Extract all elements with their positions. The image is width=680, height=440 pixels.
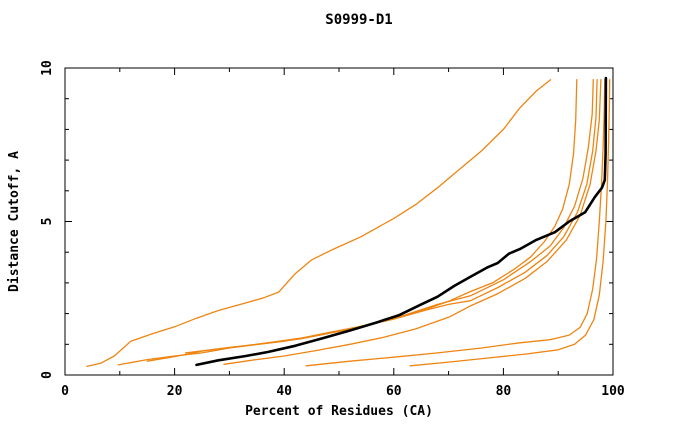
y-tick-label: 10 [40, 60, 55, 76]
series-line-orange-5 [223, 79, 602, 365]
axes-layer: 0 20 40 60 80 100 0 5 10 [40, 60, 625, 399]
x-tick-label: 0 [61, 384, 69, 399]
y-tick-label: 0 [40, 371, 55, 379]
x-tick-label: 20 [167, 384, 183, 399]
series-line-orange-6 [305, 79, 606, 367]
y-tick-label: 5 [40, 218, 55, 226]
series-line-orange-7 [409, 79, 611, 367]
series-line-orange-4 [184, 79, 598, 354]
x-axis-label: Percent of Residues (CA) [245, 404, 433, 419]
series-line-orange-1 [86, 79, 552, 368]
chart-title: S0999-D1 [325, 12, 392, 28]
x-tick-label: 60 [386, 384, 402, 399]
plot-border [64, 67, 614, 376]
x-tick-label: 40 [276, 384, 292, 399]
series-layer [86, 76, 611, 368]
x-tick-label: 100 [601, 384, 625, 399]
y-axis-label: Distance Cutoff, A [7, 151, 22, 292]
series-line-orange-3 [146, 79, 594, 362]
x-tick-label: 80 [496, 384, 512, 399]
series-line-black-bold [195, 76, 608, 367]
